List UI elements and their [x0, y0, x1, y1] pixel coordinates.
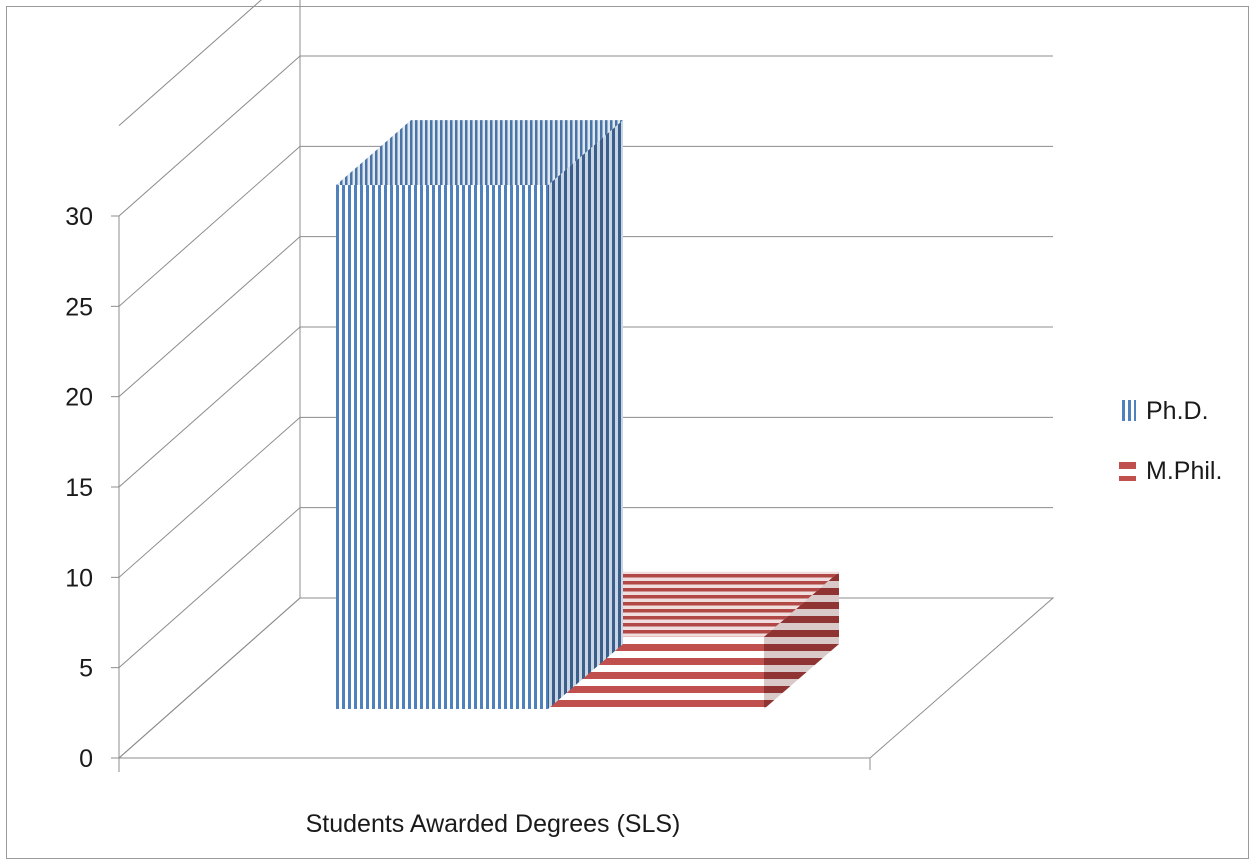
- y-tick-label-3: 15: [65, 474, 93, 502]
- bar-0-front: [336, 185, 548, 710]
- legend-label-0: Ph.D.: [1146, 397, 1209, 425]
- chart-frame: [6, 6, 1249, 859]
- side-gridline-7: [118, 0, 262, 127]
- y-tick-label-4: 20: [65, 384, 93, 412]
- bar-1-side: [764, 571, 839, 709]
- x-axis: Students Awarded Degrees (SLS): [119, 757, 871, 838]
- y-axis: 0 5 10 15 20 25 30: [65, 203, 120, 773]
- y-tick-label-6: 30: [65, 203, 93, 231]
- side-gridline-0: [118, 597, 301, 759]
- legend-label-1: M.Phil.: [1146, 457, 1222, 485]
- side-gridline-6: [118, 55, 301, 217]
- bar-0: [336, 120, 623, 710]
- side-gridline-1: [118, 507, 301, 669]
- bars: [336, 120, 839, 710]
- legend-swatch-1: [1119, 460, 1136, 481]
- y-tick-label-5: 25: [65, 293, 93, 321]
- bar-0-top: [336, 120, 623, 186]
- y-tick-label-0: 0: [79, 745, 93, 773]
- legend: Ph.D. M.Phil.: [1119, 397, 1222, 485]
- side-gridline-5: [118, 145, 301, 307]
- side-gridline-4: [118, 236, 301, 398]
- x-category-label: Students Awarded Degrees (SLS): [306, 810, 681, 838]
- side-gridline-3: [118, 326, 301, 488]
- y-tick-label-1: 5: [79, 655, 93, 683]
- legend-swatch-0: [1119, 400, 1136, 421]
- y-tick-label-2: 10: [65, 564, 93, 592]
- bar-0-side: [548, 120, 623, 710]
- side-gridline-2: [118, 416, 301, 578]
